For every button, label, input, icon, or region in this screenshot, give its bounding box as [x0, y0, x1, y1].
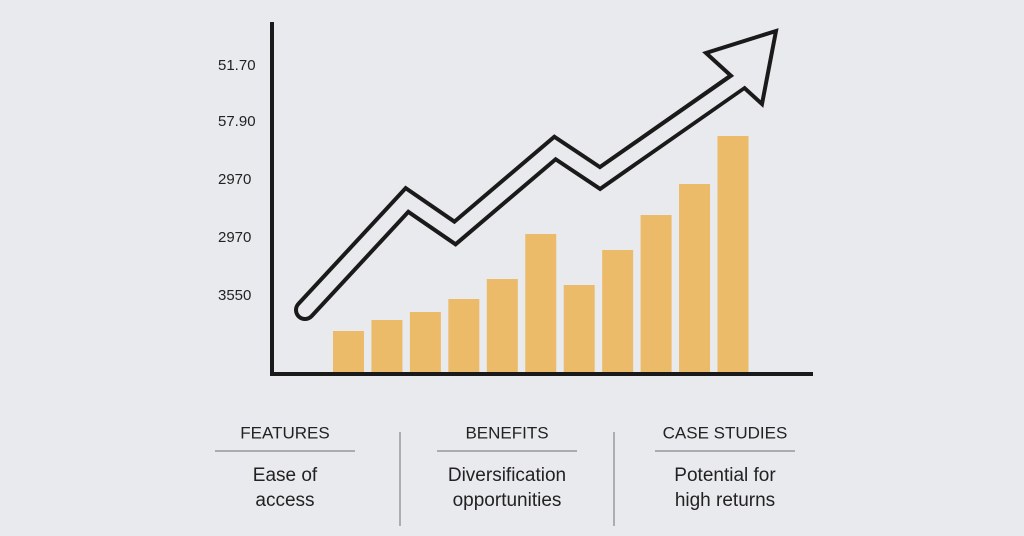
bar — [563, 285, 595, 372]
bar — [679, 184, 711, 372]
section-text: access — [255, 490, 314, 511]
section-text: Potential for — [674, 465, 776, 486]
y-tick-label: 3550 — [218, 287, 251, 304]
section-text: Ease of — [253, 465, 318, 486]
section-text: high returns — [675, 490, 775, 511]
bars — [333, 136, 749, 372]
bar — [371, 320, 403, 372]
section-text: Diversification — [448, 465, 566, 486]
bar — [717, 136, 749, 372]
y-tick-label: 51.70 — [218, 57, 256, 74]
y-tick-label: 2970 — [218, 171, 251, 188]
section-header: BENEFITS — [465, 423, 548, 442]
section-header: CASE STUDIES — [663, 423, 788, 442]
bar — [409, 312, 441, 372]
bar — [640, 215, 672, 372]
bar — [602, 250, 634, 372]
section-header: FEATURES — [240, 423, 329, 442]
section-text: opportunities — [453, 490, 562, 511]
y-tick-label: 57.90 — [218, 113, 256, 130]
bar — [448, 299, 480, 372]
sections: FEATURES Ease of access BENEFITS Diversifica… — [215, 423, 795, 511]
bar — [486, 279, 518, 372]
y-tick-label: 2970 — [218, 229, 251, 246]
bar — [333, 331, 364, 372]
bar — [525, 234, 557, 372]
trend-arrow-inner — [298, 72, 749, 317]
